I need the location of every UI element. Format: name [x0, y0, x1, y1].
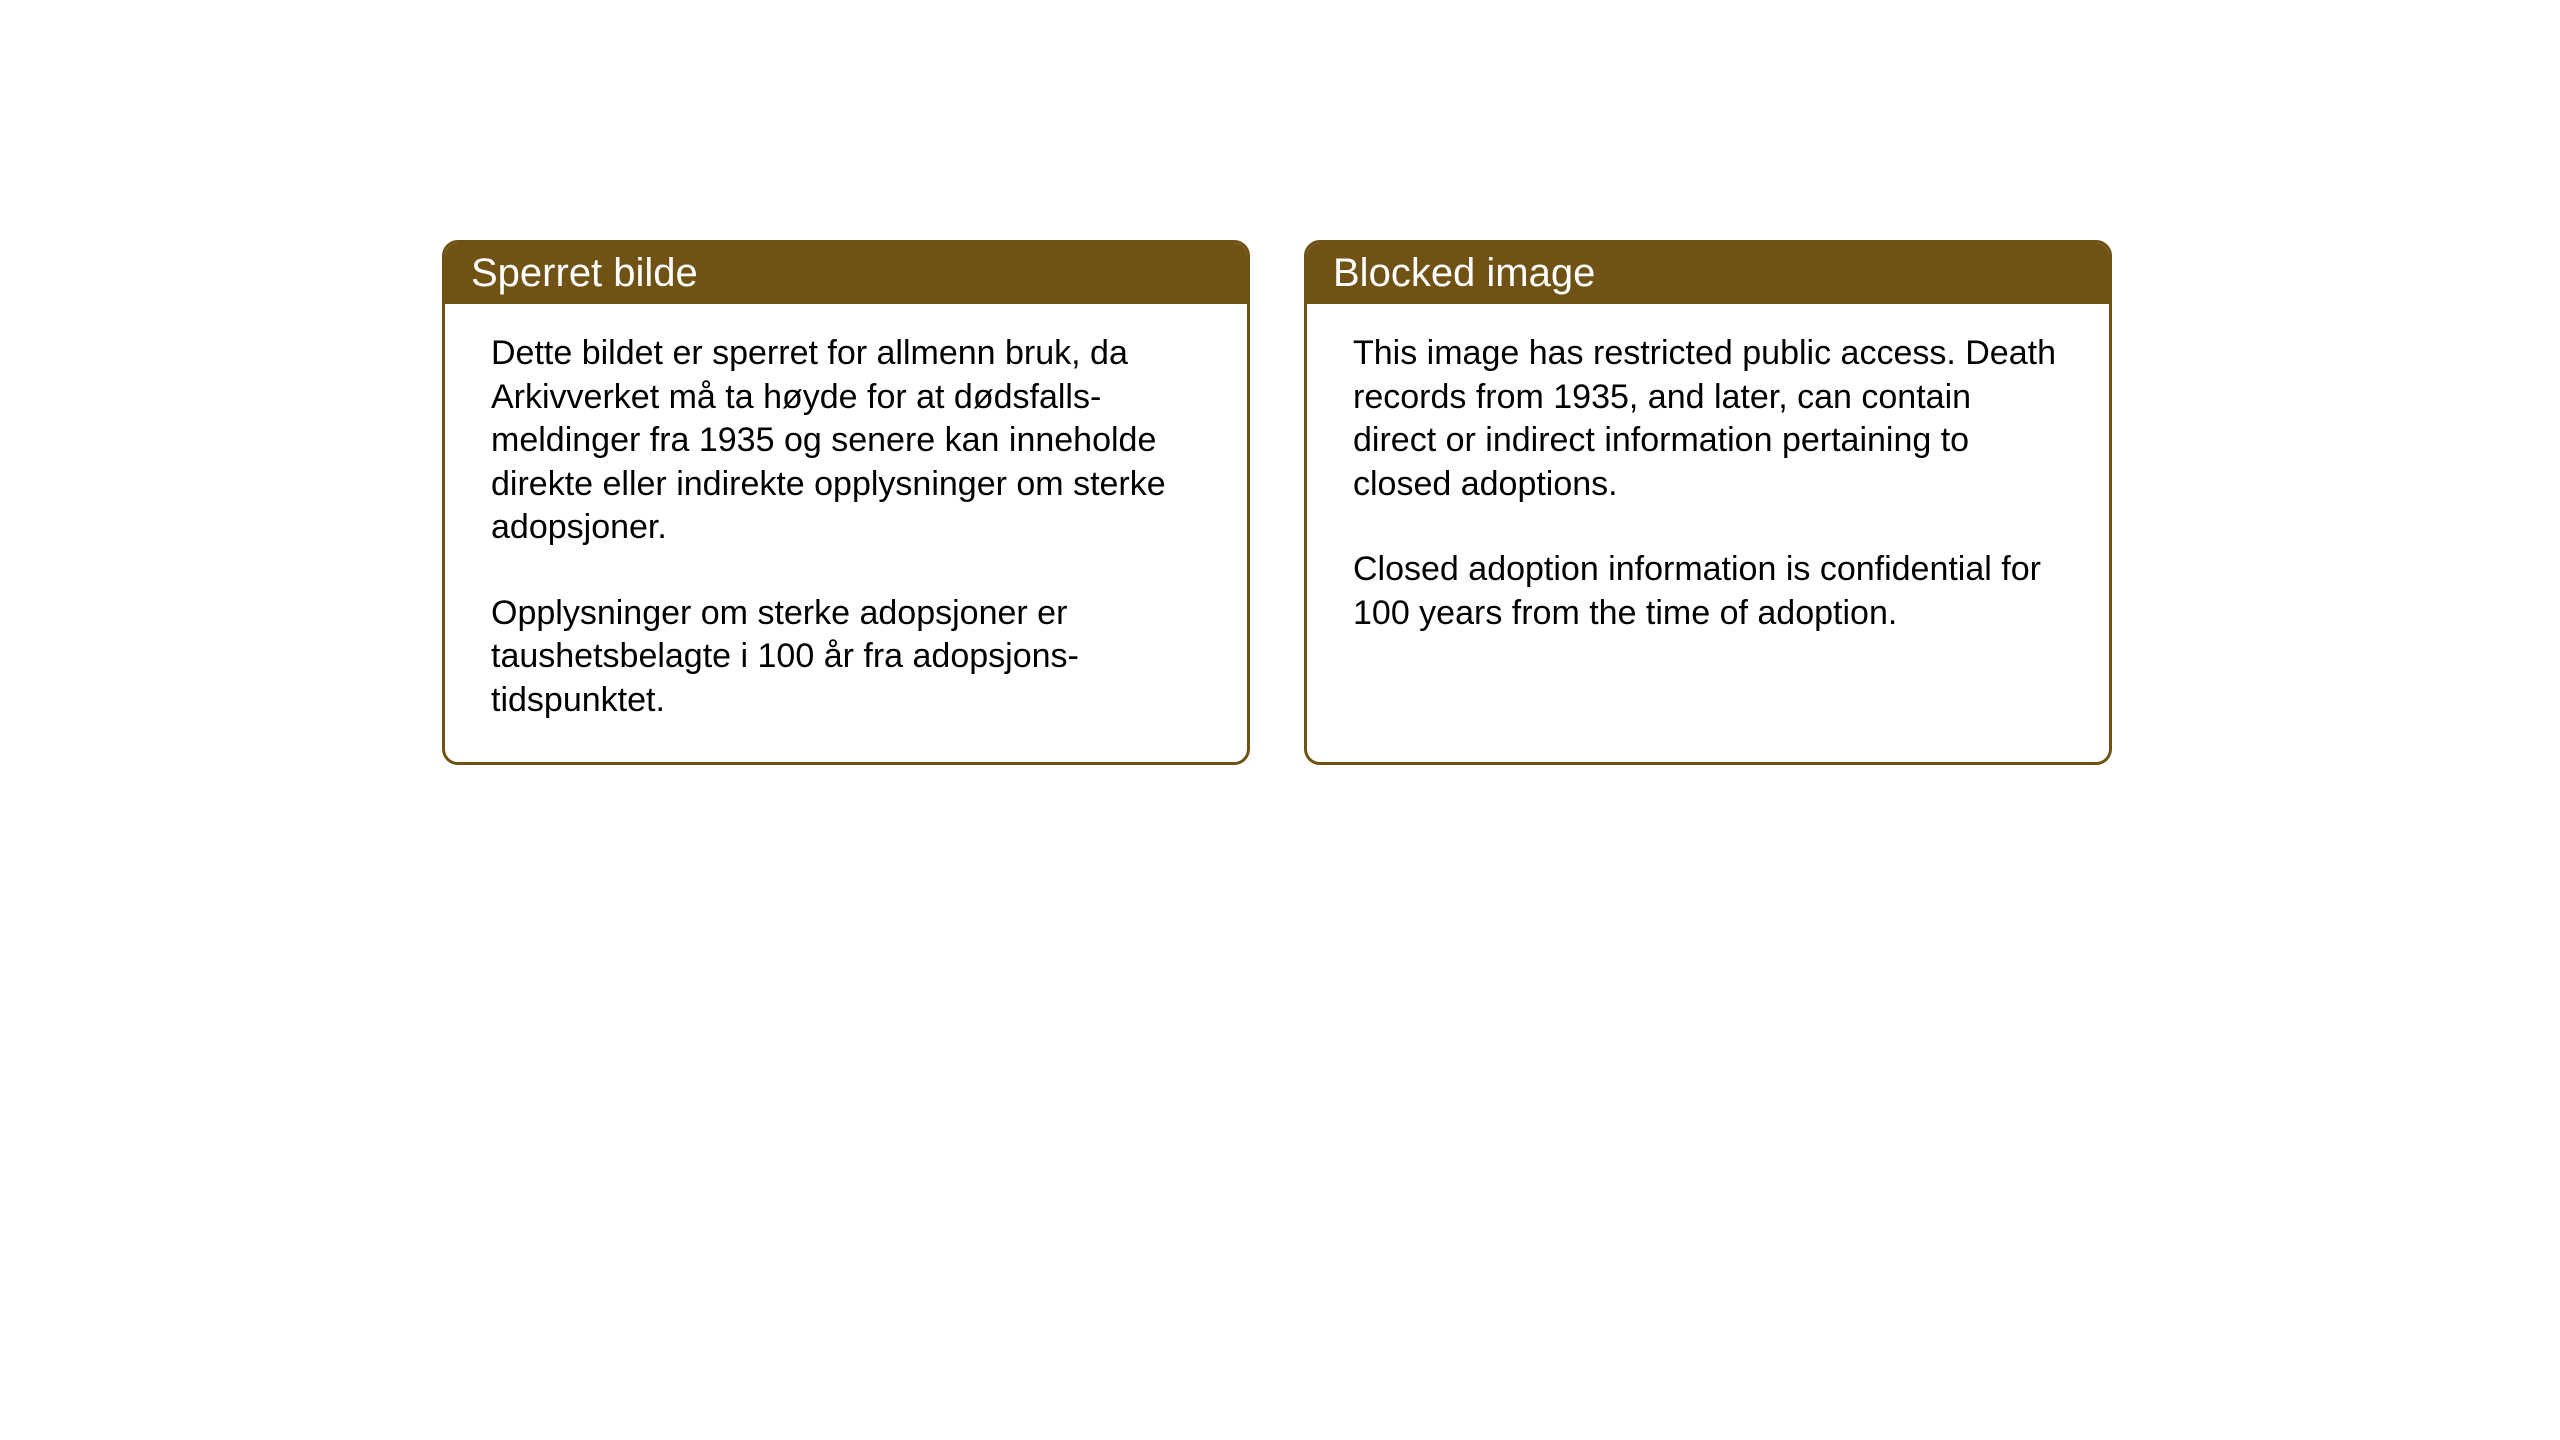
notice-header-norwegian: Sperret bilde	[445, 243, 1247, 304]
notice-paragraph: Opplysninger om sterke adopsjoner er tau…	[491, 592, 1201, 723]
notice-body-english: This image has restricted public access.…	[1307, 304, 2109, 675]
notice-paragraph: Dette bildet er sperret for allmenn bruk…	[491, 332, 1201, 550]
notice-box-norwegian: Sperret bilde Dette bildet er sperret fo…	[442, 240, 1250, 765]
notices-container: Sperret bilde Dette bildet er sperret fo…	[442, 240, 2112, 765]
notice-header-english: Blocked image	[1307, 243, 2109, 304]
notice-paragraph: Closed adoption information is confident…	[1353, 548, 2063, 635]
notice-paragraph: This image has restricted public access.…	[1353, 332, 2063, 506]
notice-body-norwegian: Dette bildet er sperret for allmenn bruk…	[445, 304, 1247, 762]
notice-box-english: Blocked image This image has restricted …	[1304, 240, 2112, 765]
